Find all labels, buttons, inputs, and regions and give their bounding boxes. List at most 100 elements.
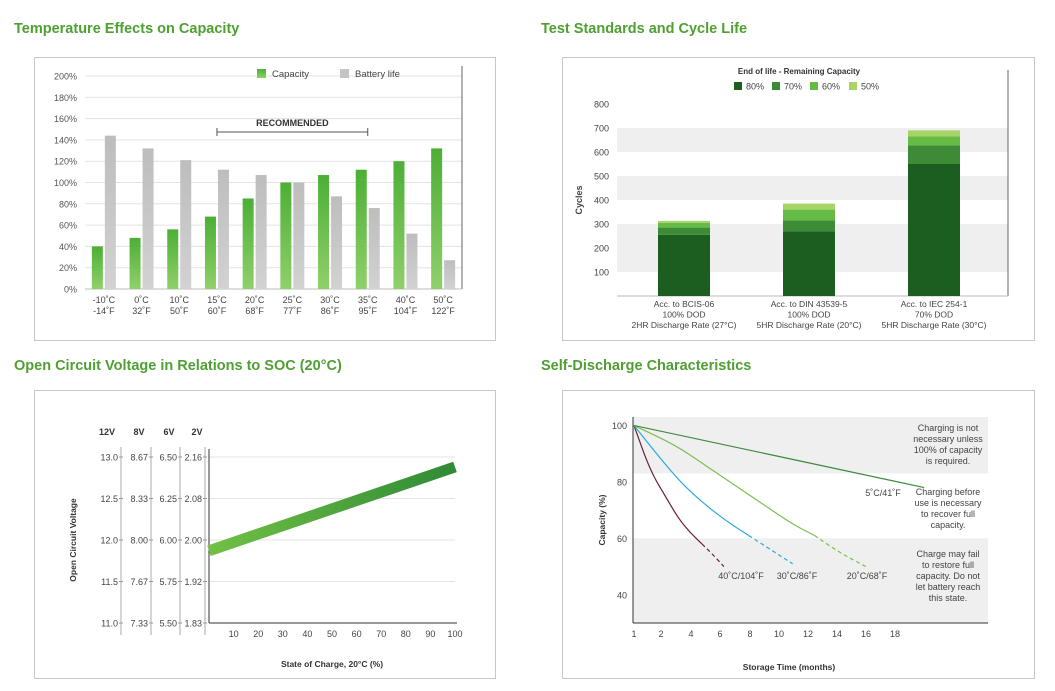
- discharge-curve-extrapolated: [814, 535, 867, 568]
- x-tick-label-fahrenheit: 50˚F: [170, 306, 189, 316]
- category-label-line: 2HR Discharge Rate (27°C): [632, 320, 737, 330]
- x-tick-label-fahrenheit: 95˚F: [358, 306, 377, 316]
- scale-tick-label: 13.0: [100, 453, 118, 463]
- zone-note-line: use is necessary: [914, 498, 982, 508]
- discharge-curve: [633, 425, 750, 537]
- x-tick-label-celsius: 0˚C: [134, 295, 149, 305]
- x-tick-label-fahrenheit: 77˚F: [283, 306, 302, 316]
- battery-life-bar: [255, 175, 267, 289]
- legend-swatch: [849, 82, 857, 90]
- zone-note-line: this state.: [929, 593, 968, 603]
- zone-band: [633, 538, 988, 623]
- y-tick-label: 80%: [59, 199, 77, 209]
- category-label-line: 100% DOD: [663, 310, 706, 320]
- y-axis-title: Cycles: [574, 185, 584, 214]
- x-tick-label: 90: [425, 629, 435, 639]
- self-discharge-section-title: Self-Discharge Characteristics: [541, 358, 752, 374]
- zone-note-line: necessary unless: [913, 434, 983, 444]
- x-tick-label: 60: [352, 629, 362, 639]
- zone-note-line: is required.: [926, 456, 971, 466]
- stacked-bar-segment-60pct: [908, 136, 960, 146]
- y-tick-label: 600: [594, 148, 609, 158]
- x-tick-label-fahrenheit: 104˚F: [394, 306, 418, 316]
- x-tick-label-fahrenheit: 60˚F: [208, 306, 227, 316]
- temperature-bar-chart: 0% 20% 40% 60% 80% 100% 120% 140% 160% 180% 200% -1…: [54, 66, 463, 316]
- ocv-line: [207, 461, 457, 556]
- self-discharge-chart-panel: Charging is not necessary unless 100% of c…: [562, 390, 1035, 679]
- battery-life-bar: [368, 208, 380, 289]
- x-tick-label-fahrenheit: 86˚F: [321, 306, 340, 316]
- discharge-curve-extrapolated: [701, 543, 725, 567]
- x-tick-label-fahrenheit: 32˚F: [132, 306, 151, 316]
- ocv-chart-panel: 12V 13.0 12.5 12.0 11.5 11.0 8V 8.67 8.33 8.00 7.6…: [34, 390, 496, 679]
- capacity-bar: [167, 229, 179, 289]
- stacked-bar-segment-70pct: [783, 220, 835, 232]
- legend-label: Battery life: [355, 69, 400, 80]
- x-tick-label: 4: [688, 629, 693, 639]
- x-tick-label: 18: [890, 629, 900, 639]
- temperature-section-title: Temperature Effects on Capacity: [14, 21, 240, 37]
- x-tick-label: 100: [447, 629, 462, 639]
- recommended-label: RECOMMENDED: [256, 118, 329, 128]
- x-tick-label: 20: [253, 629, 263, 639]
- y-tick-label: 200%: [54, 72, 77, 82]
- x-tick-label-celsius: 25˚C: [283, 295, 303, 305]
- x-tick-label-fahrenheit: 68˚F: [245, 306, 264, 316]
- scale-tick-label: 7.33: [130, 619, 148, 629]
- y-tick-label: 80: [617, 477, 627, 487]
- stacked-bar-segment-50pct: [908, 130, 960, 137]
- x-tick-label-fahrenheit: -14˚F: [93, 306, 115, 316]
- legend-label: 80%: [746, 82, 764, 92]
- y-tick-label: 800: [594, 100, 609, 110]
- discharge-curve-extrapolated: [748, 535, 793, 565]
- curve-label: 20˚C/68˚F: [847, 571, 888, 581]
- y-tick-label: 60: [617, 534, 627, 544]
- y-tick-label: 160%: [54, 114, 77, 124]
- scale-tick-label: 2.16: [184, 453, 202, 463]
- x-tick-label: 6: [717, 629, 722, 639]
- x-tick-label: 40: [302, 629, 312, 639]
- category-label-line: 5HR Discharge Rate (30°C): [882, 320, 987, 330]
- legend-label: 70%: [784, 82, 802, 92]
- y-tick-label: 140%: [54, 135, 77, 145]
- legend-swatch: [340, 69, 349, 78]
- temperature-chart-panel: 0% 20% 40% 60% 80% 100% 120% 140% 160% 180% 200% -1…: [34, 57, 496, 341]
- scale-tick-label: 12.5: [100, 494, 118, 504]
- x-tick-label-celsius: -10˚C: [93, 295, 116, 305]
- category-label-line: Acc. to DIN 43539-5: [771, 299, 848, 309]
- stacked-bar-segment-50pct: [658, 220, 710, 223]
- scale-tick-label: 11.0: [101, 619, 118, 629]
- zone-note-line: Charging is not: [918, 423, 979, 433]
- y-tick-label: 400: [594, 196, 609, 206]
- scale-tick-label: 12.0: [100, 536, 118, 546]
- category-label-line: Acc. to IEC 254-1: [901, 299, 968, 309]
- scale-tick-label: 1.83: [184, 619, 202, 629]
- scale-tick-label: 6.25: [159, 494, 177, 504]
- capacity-bar: [280, 182, 292, 289]
- legend-label: 50%: [861, 82, 879, 92]
- x-axis-title: State of Charge, 20°C (%): [281, 659, 383, 669]
- stacked-bar-segment-70pct: [908, 145, 960, 164]
- capacity-bar: [204, 216, 216, 289]
- legend-label: Capacity: [272, 69, 309, 80]
- legend-swatch: [257, 69, 266, 78]
- capacity-bar: [129, 237, 141, 289]
- x-tick-label: 8: [747, 629, 752, 639]
- y-tick-label: 100%: [54, 178, 77, 188]
- x-tick-label: 14: [832, 629, 842, 639]
- zone-note-line: let battery reach: [916, 582, 981, 592]
- capacity-bar: [91, 246, 103, 289]
- x-tick-label-celsius: 15˚C: [207, 295, 227, 305]
- scale-tick-label: 1.92: [184, 577, 202, 587]
- stacked-bar-segment-70pct: [658, 227, 710, 235]
- scale-tick-label: 11.5: [101, 577, 118, 587]
- curve-label: 40˚C/104˚F: [718, 571, 764, 581]
- y-tick-label: 200: [594, 244, 609, 254]
- scale-tick-label: 6.50: [159, 453, 177, 463]
- x-tick-label: 12: [803, 629, 813, 639]
- legend-label: 60%: [822, 82, 840, 92]
- x-tick-label: 70: [376, 629, 386, 639]
- y-tick-label: 20%: [59, 263, 77, 273]
- y-tick-label: 180%: [54, 93, 77, 103]
- x-tick-label-celsius: 35˚C: [358, 295, 378, 305]
